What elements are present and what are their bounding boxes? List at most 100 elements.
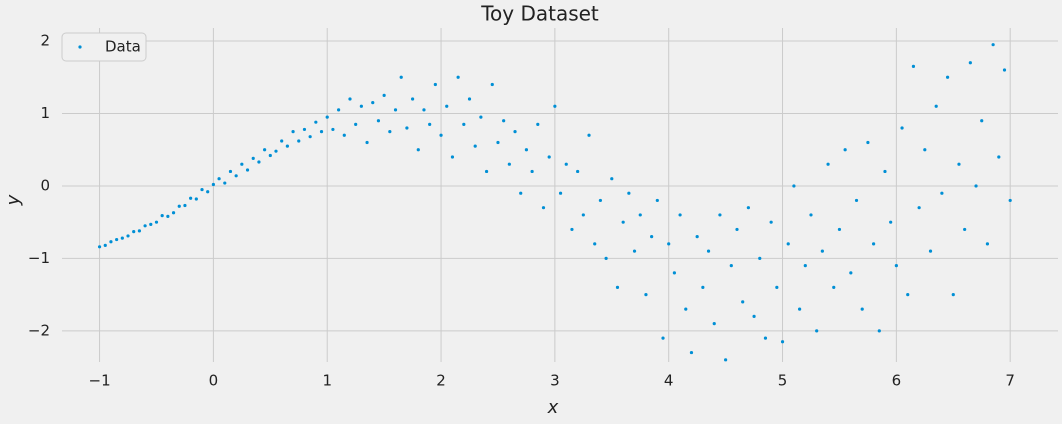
point: [473, 144, 477, 148]
point: [871, 242, 876, 246]
point: [558, 191, 563, 195]
point: [137, 229, 142, 233]
point: [661, 336, 665, 340]
y-tick-label: −1: [28, 249, 50, 267]
point: [302, 127, 307, 132]
point: [484, 169, 489, 174]
point: [291, 130, 295, 134]
point: [206, 190, 210, 194]
points: [97, 43, 1012, 362]
y-tick-label: 2: [40, 32, 50, 50]
point: [348, 97, 352, 101]
point: [877, 329, 881, 333]
point: [445, 104, 449, 108]
point: [638, 213, 642, 217]
point: [160, 214, 164, 218]
x-tick-label: 6: [892, 372, 902, 390]
point: [325, 115, 329, 119]
point: [553, 104, 557, 108]
point: [308, 135, 312, 139]
point: [479, 115, 483, 119]
y-tick-label: 0: [40, 176, 50, 194]
point: [957, 162, 961, 166]
point: [900, 126, 904, 130]
point: [718, 213, 722, 217]
point: [849, 271, 853, 275]
point: [524, 148, 529, 152]
point: [780, 340, 785, 344]
point: [171, 211, 176, 215]
point: [405, 126, 409, 130]
point: [154, 220, 159, 224]
point: [103, 243, 107, 247]
point: [234, 174, 238, 178]
point: [382, 93, 386, 97]
point: [991, 43, 995, 47]
point: [1008, 198, 1012, 203]
point: [319, 130, 324, 134]
y-axis-label: y: [3, 194, 24, 206]
x-tick-label: 7: [1005, 372, 1015, 390]
point: [507, 162, 511, 166]
point: [371, 101, 375, 105]
point: [769, 220, 773, 224]
point: [667, 242, 671, 246]
point: [183, 203, 187, 208]
legend: Data: [61, 32, 147, 62]
point: [513, 130, 517, 134]
point: [906, 293, 910, 297]
point: [741, 300, 745, 304]
point: [934, 104, 938, 108]
point: [911, 64, 916, 68]
point: [917, 206, 921, 210]
point: [547, 155, 551, 159]
point: [746, 206, 750, 210]
point: [951, 293, 955, 297]
point: [792, 184, 796, 188]
point: [194, 197, 198, 201]
x-axis-label: x: [547, 397, 559, 418]
point: [422, 108, 426, 112]
point: [593, 242, 597, 246]
point: [331, 127, 335, 132]
point: [109, 240, 113, 244]
point: [280, 139, 284, 143]
point: [416, 148, 420, 152]
point: [257, 160, 261, 164]
point: [530, 169, 534, 174]
grid: −1 0 1 2 3 4 5 6 7 −2 −1 0 1 2: [28, 28, 1058, 390]
point: [143, 224, 147, 228]
legend-marker: [78, 45, 82, 49]
point: [541, 206, 546, 210]
point: [985, 242, 990, 246]
point: [752, 314, 756, 318]
point: [735, 227, 739, 232]
point: [729, 264, 733, 268]
x-tick-label: 2: [436, 372, 446, 390]
point: [945, 75, 950, 79]
point: [223, 181, 227, 185]
point: [519, 191, 523, 195]
point: [968, 61, 972, 65]
point: [758, 256, 762, 260]
point: [678, 213, 682, 217]
point: [820, 249, 824, 253]
point: [997, 155, 1001, 159]
point: [701, 285, 705, 289]
point: [615, 285, 620, 289]
point: [410, 97, 415, 101]
point: [217, 177, 221, 181]
point: [803, 264, 807, 268]
point: [627, 191, 631, 195]
point: [587, 133, 591, 137]
y-tick-label: −2: [28, 321, 50, 339]
point: [1002, 68, 1007, 72]
point: [695, 235, 699, 239]
x-tick-label: 1: [322, 372, 332, 390]
y-tick-label: 1: [40, 104, 50, 122]
point: [775, 285, 779, 289]
point: [467, 97, 472, 101]
point: [456, 75, 460, 79]
